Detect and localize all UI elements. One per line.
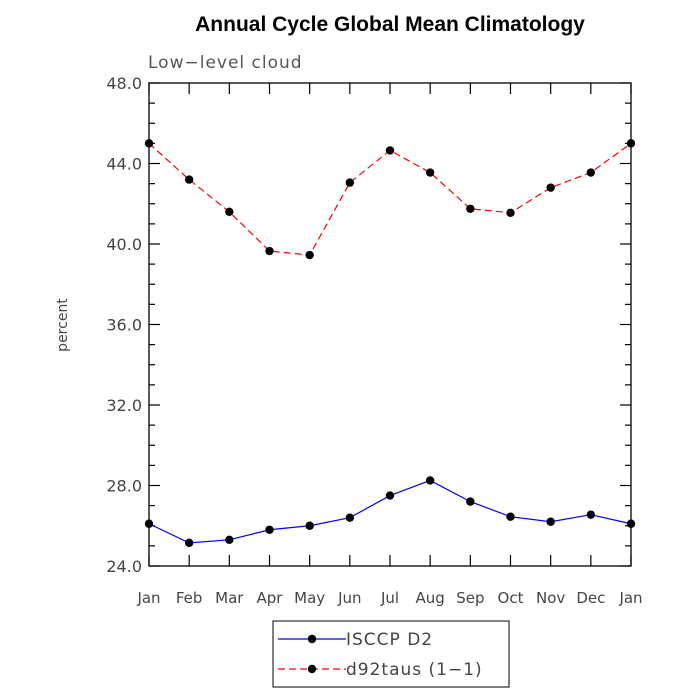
data-point bbox=[546, 517, 555, 526]
legend-marker bbox=[307, 634, 317, 644]
x-tick-label: Jun bbox=[337, 589, 361, 607]
y-tick-label: 48.0 bbox=[106, 74, 142, 93]
data-point bbox=[265, 246, 274, 256]
data-point bbox=[586, 168, 596, 177]
x-tick-label: Jan bbox=[136, 589, 160, 607]
chart-title: Annual Cycle Global Mean Climatology bbox=[195, 13, 585, 36]
x-tick-label: Nov bbox=[536, 589, 565, 607]
legend-box bbox=[272, 620, 510, 688]
data-point bbox=[184, 175, 194, 184]
data-point bbox=[506, 512, 515, 521]
y-tick-label: 40.0 bbox=[106, 235, 142, 254]
y-tick-label: 32.0 bbox=[106, 396, 142, 415]
data-point bbox=[225, 535, 234, 545]
data-point bbox=[425, 168, 435, 177]
legend: ISCCP D2 d92taus (1−1) bbox=[272, 620, 510, 688]
data-point bbox=[385, 491, 395, 500]
x-tick-label: Sep bbox=[456, 589, 484, 607]
series-2 bbox=[144, 139, 636, 260]
legend-label: ISCCP D2 bbox=[346, 630, 433, 650]
series-layer bbox=[144, 139, 636, 548]
data-point bbox=[305, 250, 314, 260]
data-point bbox=[144, 519, 154, 528]
x-tick-label: Mar bbox=[215, 589, 244, 607]
data-point bbox=[305, 521, 314, 530]
data-point bbox=[345, 178, 355, 187]
data-point bbox=[425, 476, 435, 485]
x-tick-label: Dec bbox=[576, 589, 605, 607]
data-point bbox=[144, 139, 154, 148]
series-1 bbox=[144, 476, 636, 548]
y-tick-label: 24.0 bbox=[106, 557, 142, 576]
data-point bbox=[466, 204, 475, 213]
data-point bbox=[345, 513, 355, 522]
data-point bbox=[626, 519, 636, 528]
x-tick-label: May bbox=[294, 589, 325, 607]
data-point bbox=[546, 183, 555, 192]
series-line bbox=[148, 142, 632, 256]
y-tick-label: 28.0 bbox=[106, 477, 142, 496]
legend-marker bbox=[307, 664, 317, 674]
data-point bbox=[184, 538, 194, 548]
y-tick-label: 44.0 bbox=[106, 155, 142, 174]
x-tick-label: Feb bbox=[176, 589, 203, 607]
data-point bbox=[385, 146, 395, 155]
legend-label: d92taus (1−1) bbox=[346, 660, 483, 680]
data-point bbox=[225, 207, 234, 216]
data-point bbox=[265, 525, 274, 534]
data-point bbox=[626, 139, 636, 148]
x-tick-label: Jul bbox=[380, 589, 399, 607]
x-tick-label: Oct bbox=[498, 589, 524, 607]
x-tick-label: Jan bbox=[618, 589, 642, 607]
chart-subtitle: Low−level cloud bbox=[148, 53, 303, 73]
data-point bbox=[586, 510, 596, 519]
y-axis-label: percent bbox=[55, 298, 71, 352]
series-line bbox=[148, 479, 632, 544]
y-tick-label: 36.0 bbox=[106, 316, 142, 335]
data-point bbox=[506, 208, 515, 218]
x-tick-label: Aug bbox=[416, 589, 445, 607]
data-point bbox=[466, 497, 475, 506]
axes: 24.0 28.0 32.0 36.0 40.0 44.0 48.0 Jan Feb Mar Apr… bbox=[106, 74, 642, 607]
x-tick-label: Apr bbox=[257, 589, 284, 607]
